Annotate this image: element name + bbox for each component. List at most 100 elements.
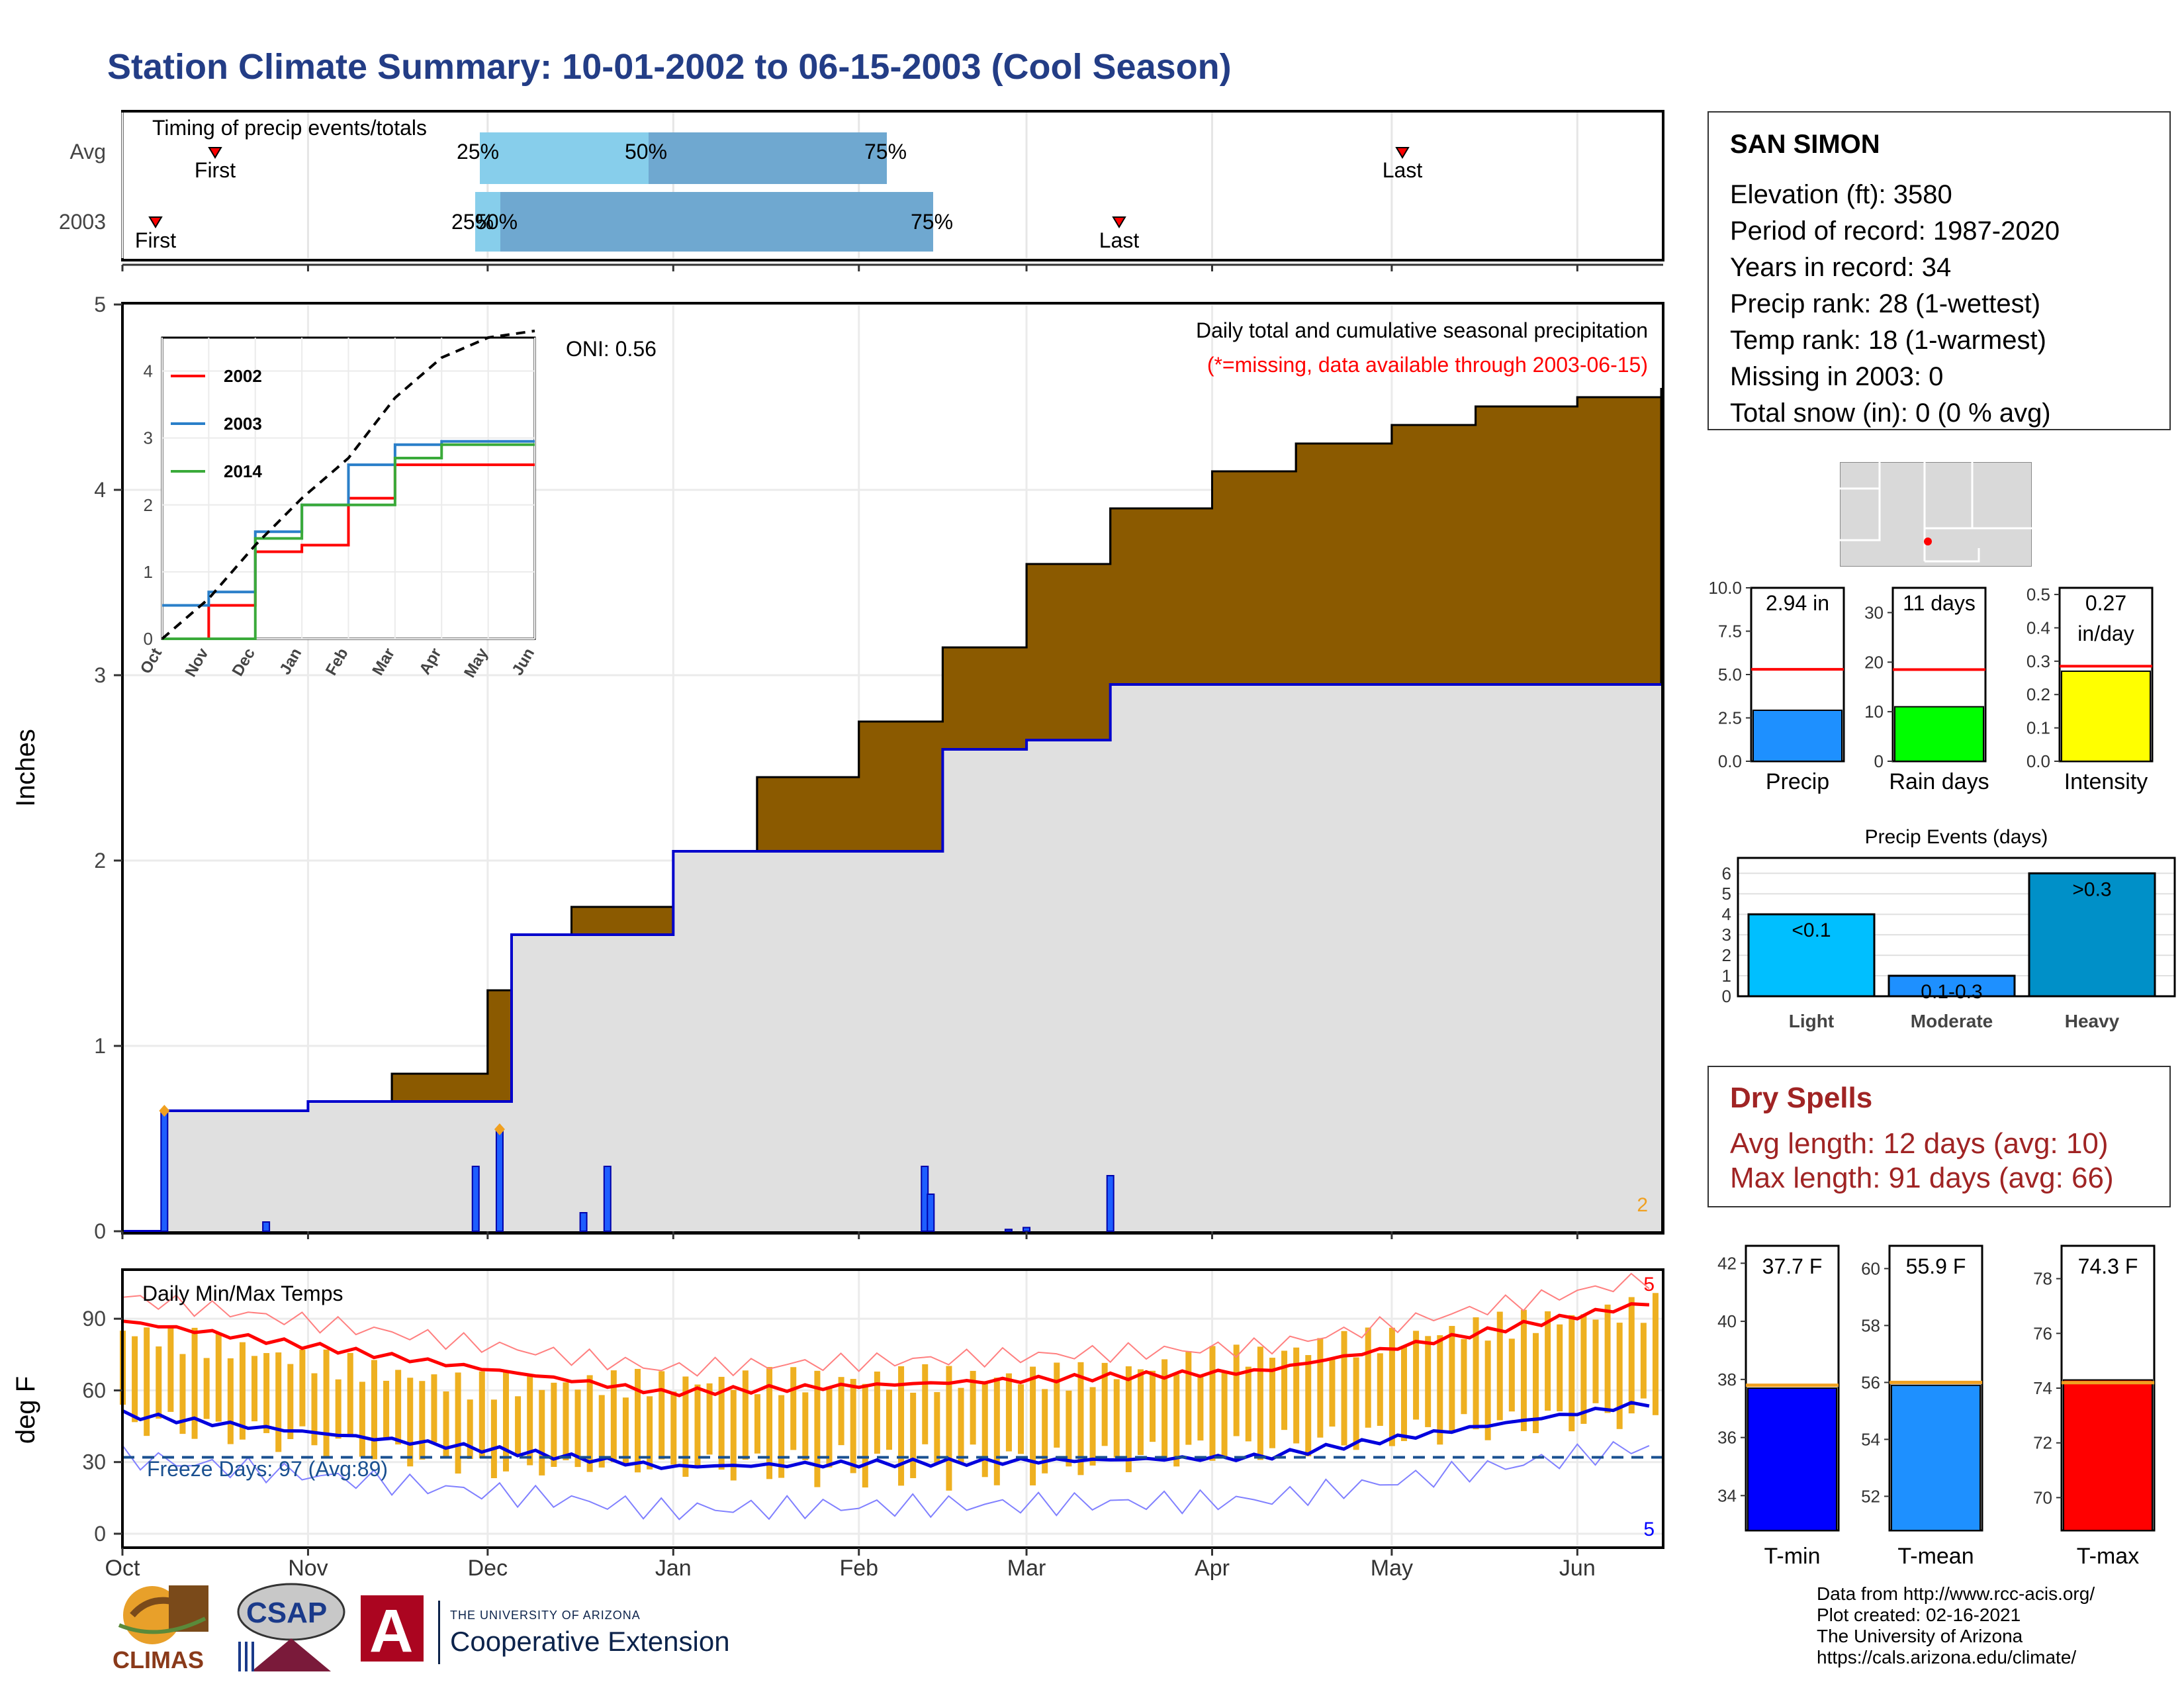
main-ytick: 3 — [94, 663, 106, 687]
daily-temp-bar — [455, 1372, 461, 1474]
tbar-ytick: 36 — [1717, 1428, 1737, 1448]
tbar-t-max — [2063, 1379, 2153, 1531]
daily-temp-bar — [239, 1342, 246, 1440]
tbar-ytick: 70 — [2033, 1487, 2052, 1507]
csap-logo: CSAP — [237, 1583, 345, 1671]
mini-ytick: 30 — [1864, 602, 1884, 622]
daily-temp-bar — [1437, 1335, 1443, 1445]
daily-temp-bar — [694, 1384, 701, 1468]
daily-temp-bar — [993, 1378, 1000, 1485]
daily-precip-bar — [579, 1212, 588, 1232]
daily-temp-bar — [1616, 1323, 1623, 1429]
mini-ytick: 0.3 — [2026, 651, 2050, 671]
timing-avg-50: 50% — [625, 140, 667, 164]
timing-avg-last-marker — [1395, 147, 1410, 159]
dry-spells-box: Dry Spells Avg length: 12 days (avg: 10)… — [1707, 1066, 2171, 1207]
daily-temp-bar — [1628, 1297, 1635, 1414]
mini-ytick: 0.0 — [1718, 751, 1742, 771]
daily-temp-bar — [1461, 1338, 1467, 1415]
tbar-ytick: 40 — [1717, 1311, 1737, 1331]
inset-ytick: 2 — [144, 495, 153, 515]
daily-temp-bar — [790, 1367, 797, 1450]
mini-ytick: 10.0 — [1708, 578, 1742, 598]
daily-temp-bar — [1030, 1366, 1036, 1485]
daily-temp-bar — [610, 1370, 617, 1462]
temp-bg — [122, 1270, 1663, 1548]
daily-temp-bar — [1341, 1331, 1347, 1446]
inset-series-2002 — [162, 463, 535, 640]
events-ytick: 1 — [1722, 966, 1731, 986]
daily-temp-bar — [515, 1396, 522, 1457]
locator-map — [1840, 462, 2032, 567]
daily-temp-bar — [431, 1374, 437, 1442]
mini-ytick: 0.0 — [2026, 751, 2050, 771]
timing-row-2003: 2003 — [59, 210, 106, 234]
tbar-name: T-mean — [1897, 1544, 1974, 1569]
climas-text: CLIMAS — [113, 1646, 204, 1673]
temp-frame — [121, 1268, 1664, 1549]
daily-temp-bar — [1089, 1387, 1096, 1466]
footer-univ: The University of Arizona — [1817, 1626, 2023, 1646]
daily-temp-bar — [478, 1371, 485, 1458]
mini-name: Intensity — [2064, 769, 2148, 794]
tbar-t-min — [1747, 1387, 1837, 1531]
inset-ytick: 3 — [144, 428, 153, 448]
daily-temp-bar — [263, 1352, 270, 1433]
daily-temp-bar — [1388, 1327, 1395, 1446]
daily-temp-bar — [981, 1381, 988, 1477]
daily-temp-bar — [1365, 1327, 1371, 1428]
daily-temp-bar — [1077, 1362, 1084, 1476]
ua-divider — [438, 1601, 440, 1664]
ua-small-text: THE UNIVERSITY OF ARIZONA — [450, 1609, 641, 1622]
daily-temp-bar — [287, 1364, 294, 1439]
daily-temp-bar — [1054, 1362, 1060, 1448]
tbar-ytick: 58 — [1861, 1315, 1880, 1335]
daily-temp-bar — [203, 1358, 210, 1419]
daily-temp-bar — [1400, 1345, 1407, 1441]
timing-avg-75: 75% — [864, 140, 907, 164]
mini-bar-intensity — [2061, 670, 2151, 762]
events-category: Heavy — [2065, 1011, 2120, 1031]
daily-temp-bar — [1520, 1309, 1527, 1431]
daily-temp-bar — [1652, 1293, 1659, 1415]
daily-temp-bar — [826, 1386, 833, 1468]
daily-temp-bar — [1508, 1338, 1515, 1412]
tbar-ytick: 78 — [2033, 1269, 2052, 1289]
tbar-ytick: 60 — [1861, 1258, 1880, 1278]
temp-ytick: 0 — [94, 1522, 106, 1546]
footer-url: https://cals.arizona.edu/climate/ — [1817, 1647, 2077, 1667]
climas-logo: CLIMAS — [113, 1585, 208, 1673]
timing-2003-75: 75% — [911, 210, 953, 234]
main-ytick: 1 — [94, 1034, 106, 1058]
timing-2003-last: Last — [1099, 228, 1140, 252]
daily-precip-bar — [495, 1129, 504, 1232]
mini-ytick: 0.2 — [2026, 684, 2050, 704]
daily-temp-bar — [958, 1387, 964, 1464]
dry-spells-avg: Avg length: 12 days (avg: 10) — [1730, 1127, 2109, 1160]
daily-temp-bar — [371, 1360, 377, 1460]
month-label-apr: Apr — [1195, 1556, 1230, 1581]
tbar-t-mean — [1891, 1384, 1981, 1531]
daily-temp-bar — [838, 1377, 844, 1446]
daily-temp-bar — [1185, 1350, 1192, 1445]
month-label-nov: Nov — [288, 1556, 328, 1581]
timing-2003-last-marker — [1112, 216, 1126, 228]
events-category: Moderate — [1911, 1011, 1993, 1031]
station-period: Period of record: 1987-2020 — [1730, 216, 2060, 246]
timing-2003-50: 50% — [475, 210, 518, 234]
precip-main-chart: 0 1 2 3 4 5 Inches Daily total and cumulative s… — [11, 293, 1664, 1243]
mini-bar-rain-days — [1894, 706, 1984, 763]
daily-temp-bar — [1484, 1340, 1491, 1440]
mini-value-unit: in/day — [2077, 622, 2134, 645]
daily-temp-bar — [1125, 1366, 1132, 1472]
month-label-jan: Jan — [655, 1556, 692, 1581]
daily-temp-bar — [874, 1371, 880, 1454]
daily-temp-bar — [467, 1399, 473, 1459]
daily-precip-bar — [1004, 1229, 1013, 1232]
month-label-dec: Dec — [468, 1556, 508, 1581]
daily-temp-bar — [359, 1382, 365, 1457]
tbar-name: T-max — [2077, 1544, 2139, 1569]
mini-bar-precip — [1752, 709, 1843, 762]
daily-temp-bar — [502, 1372, 509, 1472]
daily-temp-bar — [1557, 1324, 1563, 1412]
